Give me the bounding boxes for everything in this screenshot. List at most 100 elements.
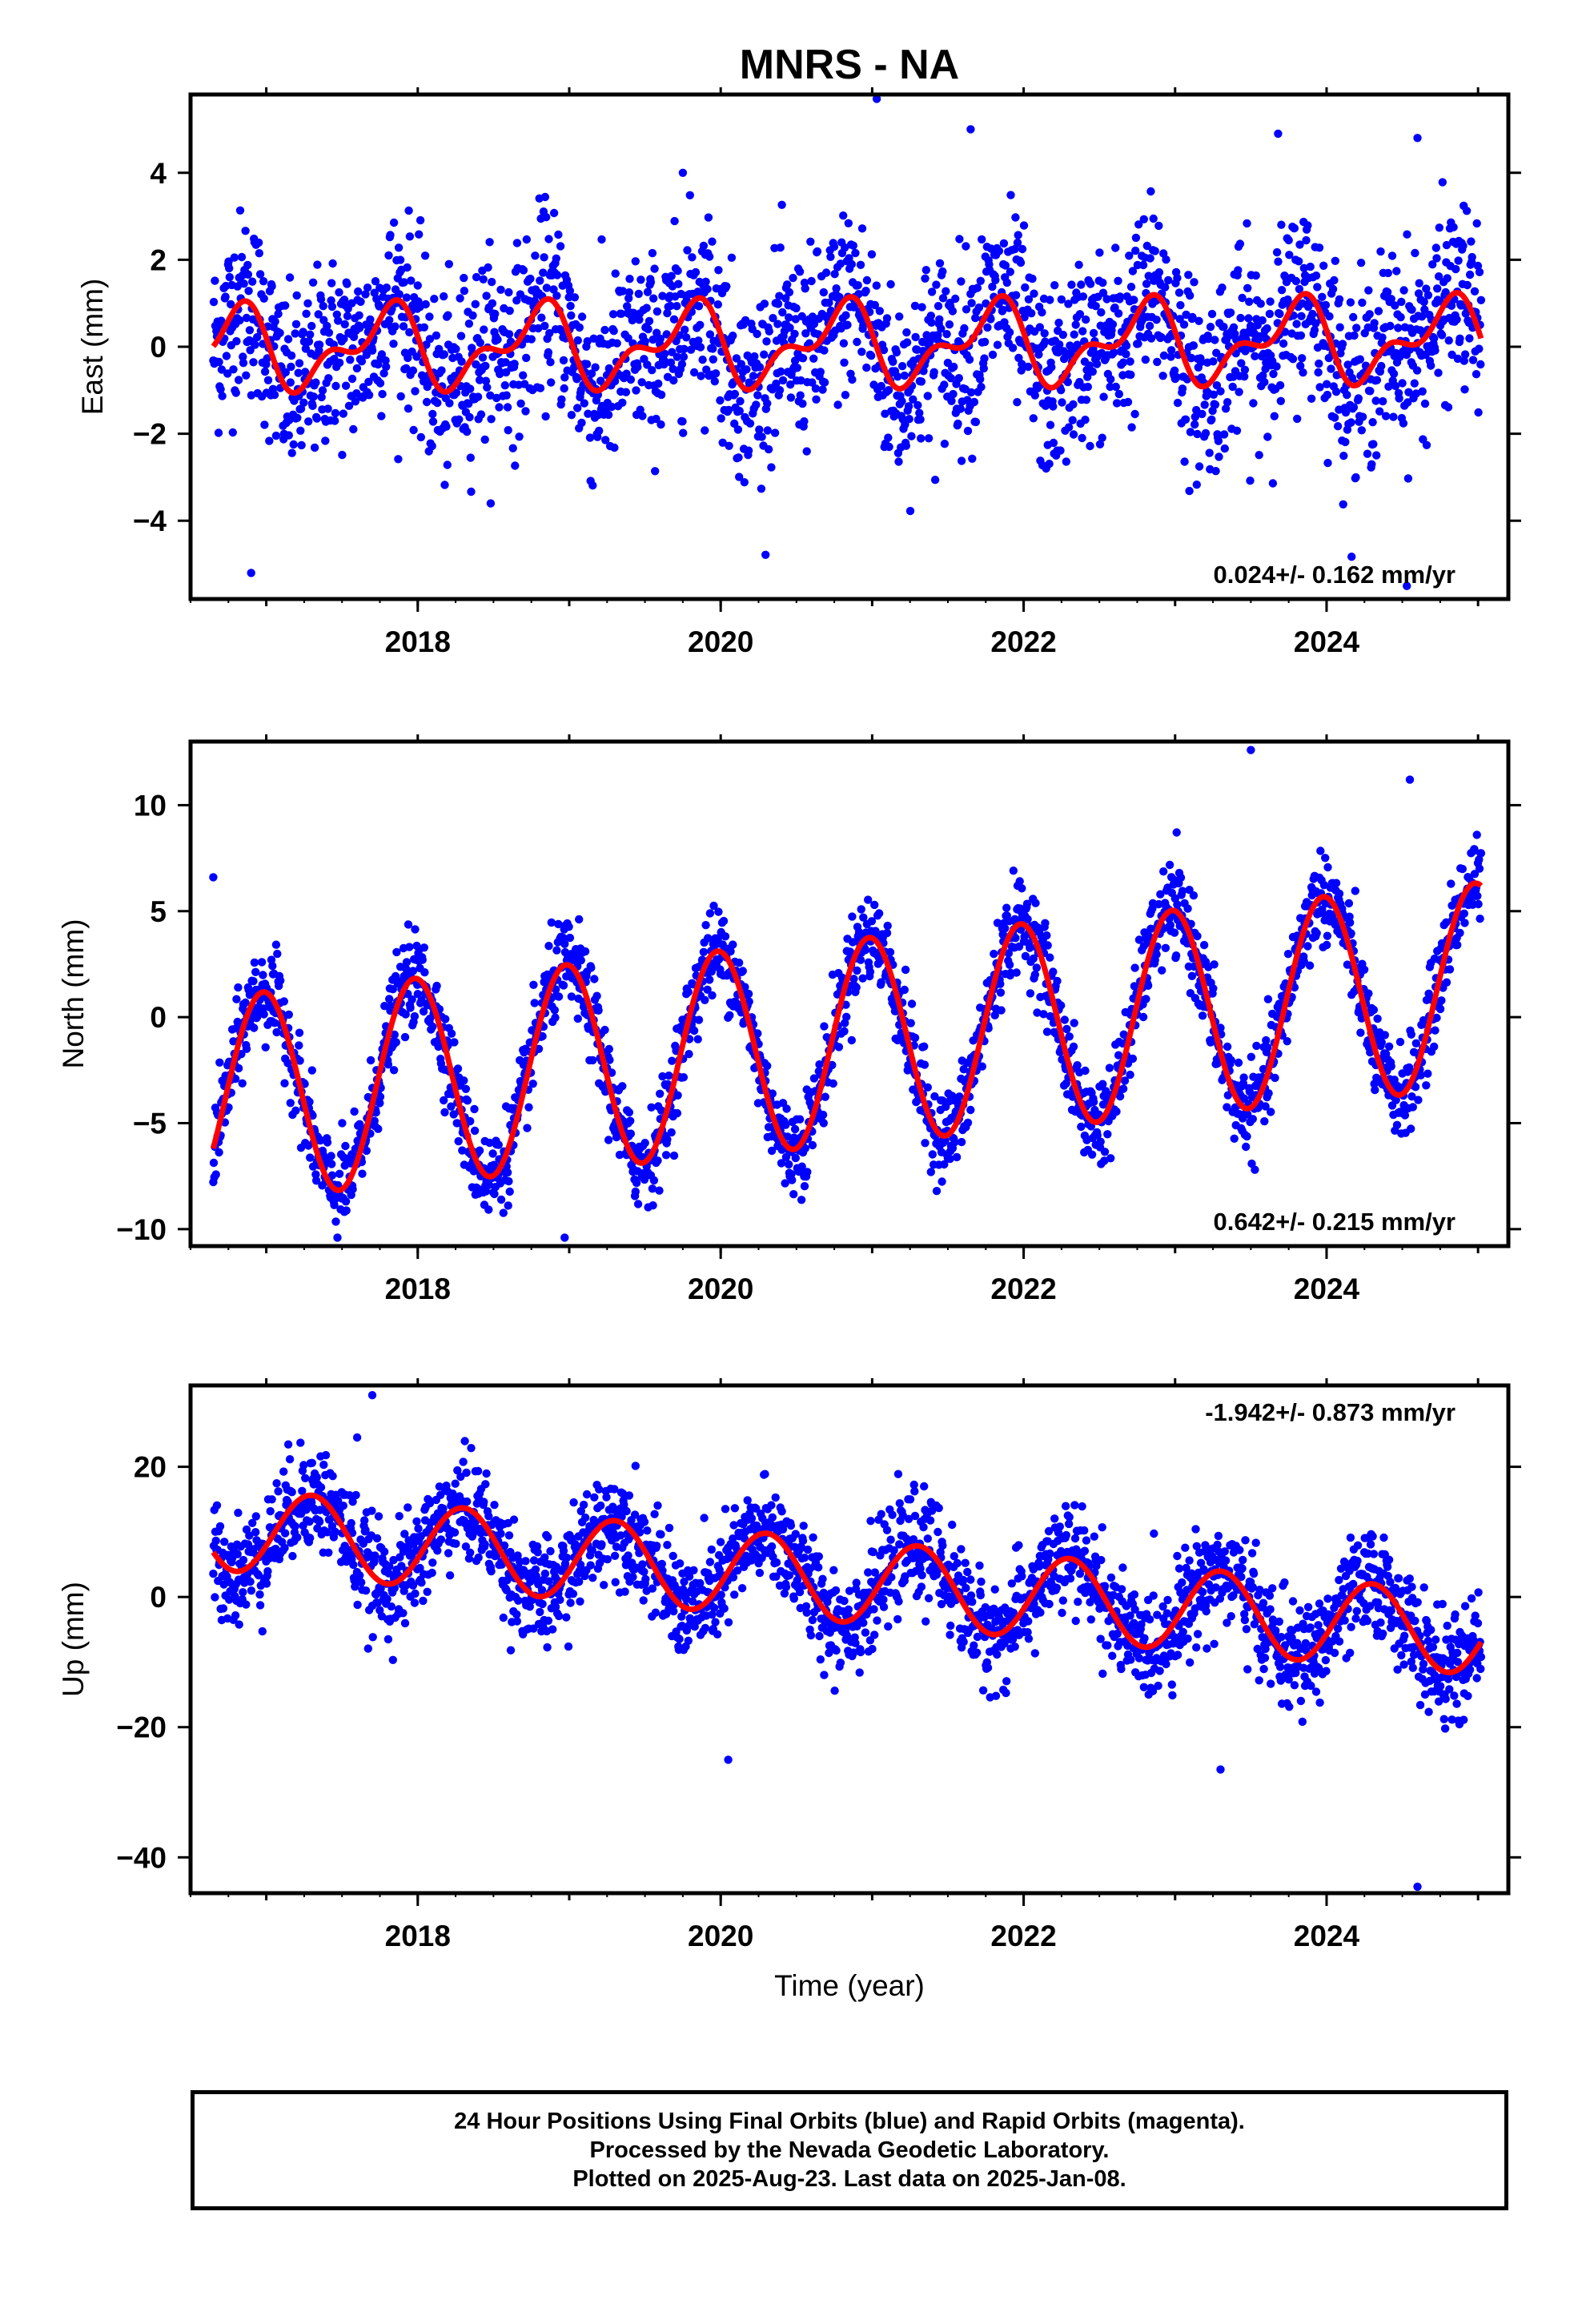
data-point <box>536 276 544 285</box>
data-point <box>923 1083 933 1092</box>
data-point <box>608 310 618 319</box>
data-point <box>1207 415 1216 424</box>
data-point <box>910 1033 920 1043</box>
data-point <box>965 355 974 364</box>
data-point <box>654 379 663 388</box>
data-point <box>705 252 714 261</box>
data-point <box>1114 309 1123 318</box>
data-point <box>797 376 805 385</box>
data-point <box>1143 981 1153 991</box>
data-point <box>604 410 613 420</box>
data-point <box>1078 327 1087 336</box>
data-point <box>1115 292 1125 301</box>
data-point <box>696 320 705 329</box>
data-point <box>974 303 984 312</box>
data-point <box>773 300 783 308</box>
data-point <box>238 1079 247 1088</box>
data-point <box>235 206 245 215</box>
model-curve-east <box>211 289 1484 396</box>
data-point <box>303 299 312 308</box>
data-point <box>1351 887 1360 895</box>
data-point <box>234 376 243 384</box>
data-point <box>1057 386 1066 395</box>
data-point <box>1110 348 1118 357</box>
data-point <box>631 1187 640 1196</box>
data-point <box>1435 223 1444 232</box>
data-point <box>1229 323 1239 332</box>
data-point <box>937 324 946 333</box>
data-point <box>362 1146 371 1156</box>
data-point <box>492 393 501 403</box>
data-point <box>673 302 681 311</box>
data-point <box>711 369 721 378</box>
data-point <box>335 358 344 368</box>
data-point <box>428 409 437 419</box>
data-point <box>1247 1052 1256 1062</box>
data-point <box>694 1015 704 1024</box>
data-point <box>318 386 327 395</box>
data-point <box>1427 361 1435 370</box>
data-point <box>552 254 560 263</box>
data-point-outlier <box>1405 775 1415 784</box>
data-point <box>1387 1062 1395 1071</box>
data-point <box>1476 849 1486 858</box>
data-point <box>1420 305 1429 314</box>
data-point <box>478 353 488 362</box>
data-point <box>496 1195 506 1204</box>
data-point <box>1465 270 1475 279</box>
data-point <box>285 273 295 282</box>
data-point <box>1159 867 1168 876</box>
data-point <box>1243 283 1252 292</box>
data-point <box>554 230 563 239</box>
data-point <box>1325 312 1334 321</box>
data-point <box>740 478 749 487</box>
data-point <box>224 257 233 266</box>
data-point <box>1472 370 1481 379</box>
data-point <box>1356 1028 1365 1037</box>
data-point <box>375 379 385 388</box>
data-point <box>1200 400 1209 409</box>
data-point <box>538 1031 547 1041</box>
data-point <box>1414 289 1423 298</box>
data-point <box>673 1091 682 1100</box>
data-point <box>705 975 714 984</box>
data-point <box>901 441 911 450</box>
data-point <box>1131 233 1141 243</box>
data-point <box>432 981 441 991</box>
data-point <box>241 227 250 235</box>
data-point <box>820 1022 829 1031</box>
data-point <box>679 1073 689 1082</box>
data-point <box>907 432 916 440</box>
data-point <box>595 426 604 436</box>
data-point <box>1295 240 1304 249</box>
data-point <box>1376 247 1385 256</box>
data-point <box>1363 449 1372 458</box>
data-point <box>1373 1014 1382 1023</box>
data-point <box>735 407 744 416</box>
data-point <box>1260 1117 1269 1126</box>
data-point <box>1297 312 1306 320</box>
data-point <box>1236 313 1245 323</box>
data-point <box>1142 995 1150 1003</box>
data-point <box>1057 1001 1066 1010</box>
data-point <box>991 275 1000 284</box>
data-point <box>884 433 893 442</box>
data-point <box>1341 408 1351 417</box>
data-point <box>1318 292 1327 301</box>
data-point <box>243 270 253 279</box>
data-point <box>604 1044 613 1054</box>
data-point <box>396 392 405 401</box>
data-point <box>862 363 871 372</box>
data-point <box>488 1149 497 1158</box>
data-point <box>401 1010 410 1019</box>
data-point <box>1441 287 1450 297</box>
data-point <box>342 1206 351 1215</box>
data-point <box>798 354 808 363</box>
data-point <box>1284 235 1293 245</box>
data-point <box>1082 315 1090 324</box>
data-point <box>597 235 606 244</box>
data-point <box>232 995 241 1003</box>
data-point <box>249 358 258 367</box>
data-point <box>843 320 852 329</box>
